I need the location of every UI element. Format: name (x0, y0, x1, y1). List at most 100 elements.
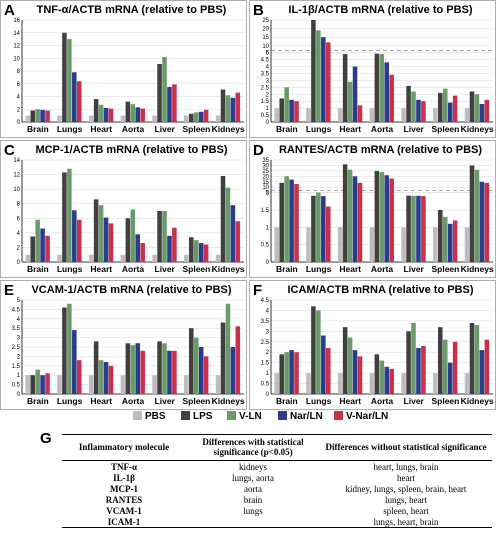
y-tick-label-d: 1.5 (261, 208, 270, 214)
bar-f-liver-v-nar-ln (421, 345, 426, 394)
x-category-label-d: Brain (276, 264, 298, 274)
x-category-label-e: Spleen (182, 396, 210, 406)
panel-title-d: RANTES/ACTB mRNA (relative to PBS) (279, 144, 482, 156)
y-tick-label-b: 0.5 (261, 113, 270, 119)
legend-label-pbs: PBS (145, 411, 166, 422)
y-tick-label-c: 2 (17, 245, 21, 251)
bar-b-aorta-lps (374, 53, 380, 122)
bar-b-kidneys-nar-ln (479, 103, 485, 122)
bar-d-brain-v-ln (284, 176, 289, 262)
bar-b-spleen-pbs (433, 108, 438, 122)
y-tick-label-c: 12 (13, 173, 20, 179)
bar-d-liver-v-ln (411, 195, 416, 262)
bar-b-aorta-v-nar-ln (389, 74, 394, 122)
bar-f-liver-lps (406, 331, 411, 394)
bar-b-liver-pbs (401, 108, 406, 122)
bar-e-lungs-nar-ln (72, 330, 77, 394)
y-tick-label-b: 25 (262, 18, 269, 24)
bar-d-liver-nar-ln (416, 195, 421, 262)
bar-c-aorta-pbs (120, 254, 126, 262)
bar-f-spleen-nar-ln (447, 362, 453, 394)
bar-f-spleen-v-nar-ln (452, 341, 458, 394)
bar-d-lungs-v-ln (316, 192, 321, 262)
x-category-label-e: Kidneys (212, 396, 245, 406)
x-category-label-b: Liver (404, 124, 425, 134)
table-cell-not-significant: lungs, heart, brain (320, 516, 492, 528)
table-cell-molecule: IL-1β (113, 472, 135, 483)
table-cell-molecule: VCAM-1 (106, 505, 142, 516)
bar-a-lungs-v-ln (67, 39, 72, 122)
legend-label-nar-ln: Nar/LN (290, 411, 323, 422)
legend-swatch-v-nar-ln (334, 411, 343, 420)
bar-e-kidneys-lps (220, 322, 226, 394)
bar-b-spleen-v-ln (442, 88, 448, 122)
bar-a-liver-v-ln (162, 56, 167, 122)
table-row: RANTES brain lungs, heart (62, 494, 492, 505)
y-tick-label-a: 2 (17, 107, 21, 113)
y-tick-label-a: 0 (17, 120, 21, 126)
bar-c-brain-v-ln (35, 219, 40, 262)
bar-b-spleen-lps (438, 92, 443, 122)
bar-d-lungs-pbs (306, 227, 311, 262)
bar-d-lungs-v-nar-ln (325, 206, 331, 262)
legend-label-lps: LPS (193, 411, 213, 422)
bar-e-lungs-pbs (57, 375, 62, 394)
bar-e-aorta-nar-ln (135, 343, 141, 394)
y-tick-label-e: 1 (17, 373, 21, 379)
panel-title-b: IL-1β/ACTB mRNA (relative to PBS) (288, 4, 472, 16)
bar-d-spleen-v-ln (442, 216, 448, 262)
bar-c-kidneys-pbs (215, 254, 221, 262)
bar-b-spleen-nar-ln (447, 102, 453, 122)
x-category-label-e: Liver (155, 396, 176, 406)
bar-b-liver-v-nar-ln (421, 101, 426, 122)
bar-b-aorta-pbs (369, 108, 375, 122)
bar-b-heart-pbs (337, 108, 343, 122)
bar-a-kidneys-v-nar-ln (235, 92, 241, 122)
bar-a-aorta-lps (125, 101, 131, 122)
bar-a-aorta-pbs (120, 115, 126, 122)
x-category-label-d: Aorta (371, 264, 393, 274)
table-cell-significant: kidneys (239, 461, 267, 472)
bar-b-heart-v-ln (347, 81, 353, 122)
bar-e-lungs-v-nar-ln (76, 360, 82, 394)
panel-frame-c (0, 140, 247, 278)
table-cell-significant: brain (243, 494, 263, 505)
bar-f-kidneys-pbs (464, 373, 470, 394)
table-cell-significant: lungs, aorta (232, 472, 274, 483)
bar-a-brain-v-nar-ln (45, 110, 50, 122)
table-cell-not-significant: lungs, heart (385, 494, 427, 505)
bar-c-heart-v-ln (98, 205, 104, 262)
table-cell-not-significant: heart (397, 472, 415, 483)
bar-e-liver-v-ln (162, 343, 167, 394)
bar-d-brain-nar-ln (289, 179, 294, 262)
bar-c-lungs-lps (62, 172, 67, 262)
bar-b-brain-lps (279, 98, 284, 122)
x-category-label-b: Spleen (431, 124, 459, 134)
bar-d-kidneys-lps (469, 165, 475, 262)
y-tick-label-d: 0.5 (261, 243, 270, 249)
bar-f-spleen-lps (438, 327, 443, 394)
table-cell-not-significant: spleen, heart (383, 505, 429, 516)
y-tick-label-d: 25 (262, 169, 269, 175)
table-header-not-significant: Differences without statistical signific… (320, 434, 492, 461)
bar-c-brain-nar-ln (40, 228, 45, 262)
y-tick-label-b: 4.5 (261, 58, 270, 64)
bar-f-brain-v-nar-ln (294, 352, 299, 394)
x-category-label-a: Spleen (182, 124, 210, 134)
bar-e-aorta-lps (125, 343, 131, 394)
bar-e-heart-pbs (88, 375, 94, 394)
bar-b-heart-v-nar-ln (357, 105, 363, 122)
bar-a-brain-pbs (25, 115, 31, 122)
bar-d-brain-pbs (274, 227, 280, 262)
bar-b-brain-nar-ln (289, 99, 294, 122)
y-tick-label-f: 3 (266, 329, 270, 335)
bar-e-kidneys-v-nar-ln (235, 326, 241, 394)
panel-letter-f: F (253, 282, 262, 299)
bar-f-heart-v-nar-ln (357, 356, 363, 394)
bar-c-aorta-lps (125, 218, 131, 262)
bar-b-lungs-v-ln (316, 30, 321, 122)
x-category-label-c: Lungs (57, 264, 83, 274)
bar-e-aorta-v-ln (130, 345, 136, 394)
y-tick-label-d: 20 (262, 174, 269, 180)
bar-a-spleen-v-nar-ln (203, 109, 209, 122)
